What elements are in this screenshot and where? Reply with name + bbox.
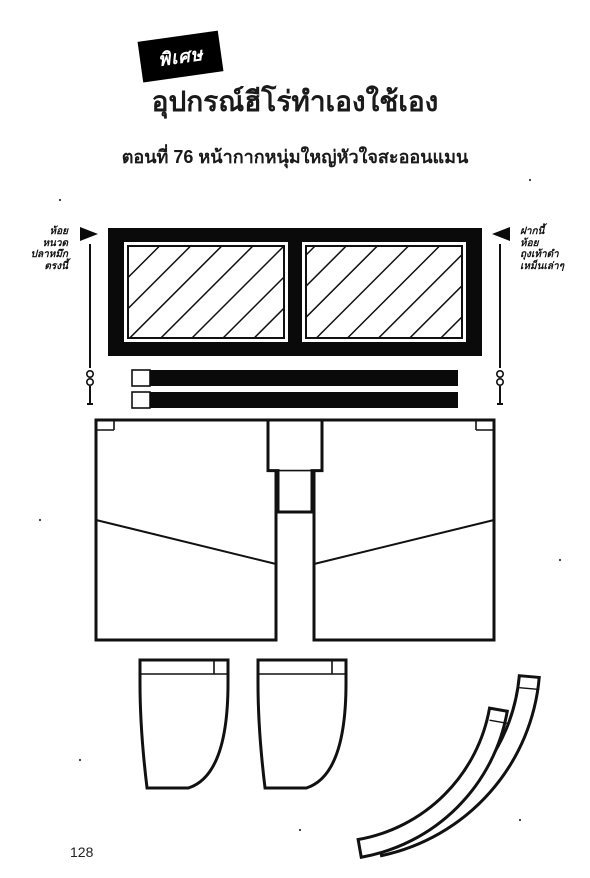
page-number: 128	[70, 844, 93, 860]
page: พิเศษ อุปกรณ์ฮีโร่ทำเองใช้เอง ตอนที่ 76 …	[0, 0, 590, 878]
craft-diagram	[0, 0, 590, 878]
